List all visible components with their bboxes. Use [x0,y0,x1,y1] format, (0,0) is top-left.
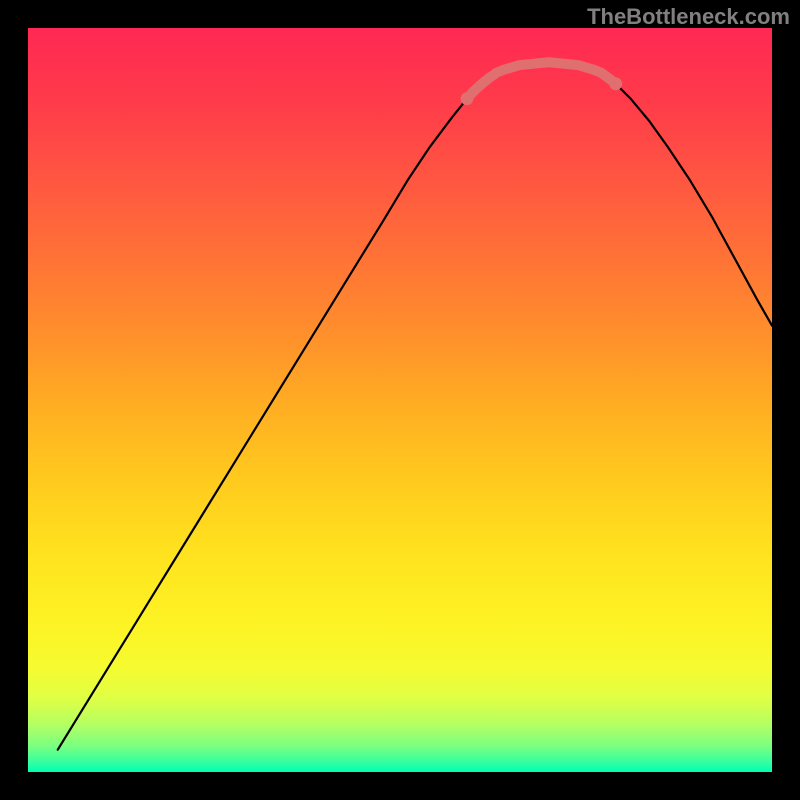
watermark-text: TheBottleneck.com [587,4,790,30]
chart-container: { "watermark": "TheBottleneck.com", "cha… [0,0,800,800]
bottleneck-curve-chart [0,0,800,800]
